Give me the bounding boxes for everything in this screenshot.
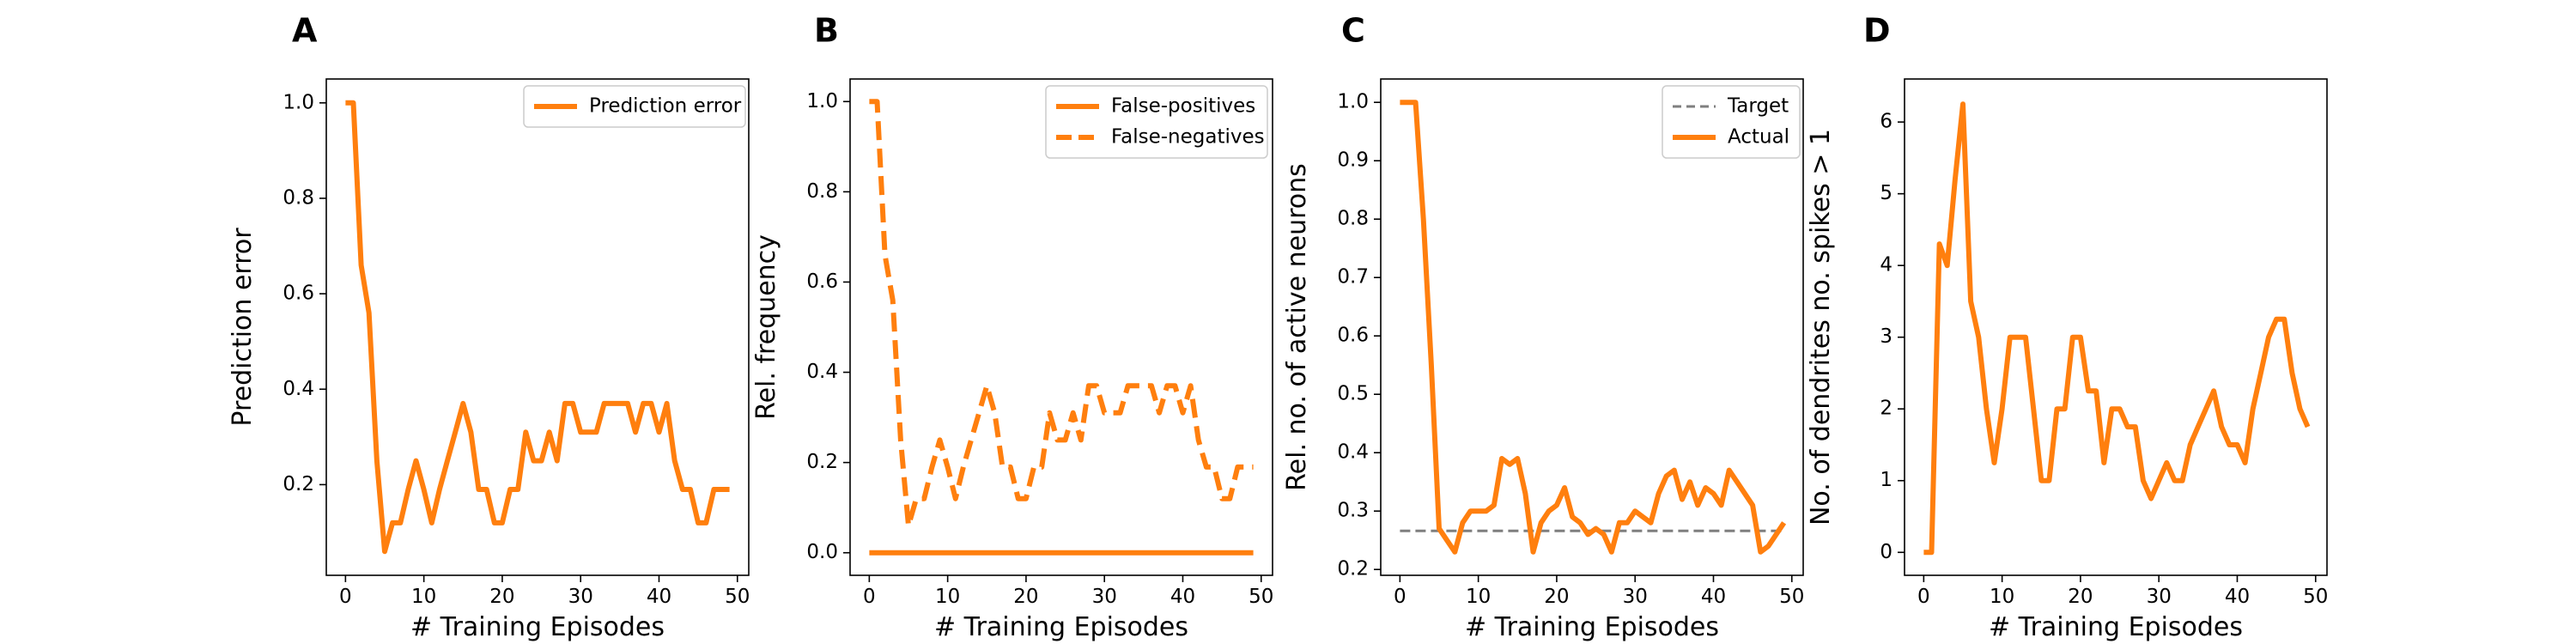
chart-b-legend-label: False-positives	[1111, 95, 1255, 118]
chart-c-xtick-label: 30	[1623, 586, 1648, 608]
chart-c-ytick-label: 0.8	[1337, 208, 1369, 230]
chart-b-xlabel: # Training Episodes	[934, 612, 1188, 642]
chart-b-ytick-label: 0.8	[806, 180, 838, 203]
chart-c-legend-label: Target	[1727, 95, 1789, 118]
chart-a-xlabel: # Training Episodes	[410, 612, 665, 642]
chart-a-legend-label: Prediction error	[589, 95, 742, 118]
chart-b-panel-letter: B	[814, 12, 839, 50]
chart-a-series-prediction-error	[345, 100, 730, 555]
chart-d-xtick-label: 20	[2068, 586, 2093, 608]
chart-c-ytick-label: 1.0	[1337, 91, 1369, 113]
chart-d-ylabel: No. of dendrites no. spikes > 1	[1806, 129, 1836, 526]
chart-c-xtick-label: 0	[1394, 586, 1406, 608]
chart-c-ytick-label: 0.9	[1337, 149, 1369, 172]
chart-d-ytick-label: 6	[1880, 111, 1893, 133]
chart-d-xlabel: # Training Episodes	[1989, 612, 2243, 642]
chart-a-xtick-label: 40	[647, 586, 671, 608]
chart-c-xtick-label: 50	[1779, 586, 1804, 608]
chart-c-xlabel: # Training Episodes	[1465, 612, 1719, 642]
chart-c-ylabel: Rel. no. of active neurons	[1282, 163, 1312, 491]
chart-b-xtick-label: 0	[863, 586, 876, 608]
chart-d-series-line	[1923, 101, 2311, 556]
chart-a-ylabel: Prediction error	[228, 228, 258, 427]
chart-c-ytick-label: 0.4	[1337, 441, 1369, 464]
chart-a-xtick-label: 50	[725, 586, 750, 608]
chart-c-ytick-label: 0.2	[1337, 558, 1369, 580]
chart-a-panel-letter: A	[292, 12, 318, 50]
chart-a-xtick-label: 10	[411, 586, 436, 608]
chart-d-ytick-label: 2	[1880, 398, 1893, 420]
chart-b-legend-label: False-negatives	[1111, 126, 1265, 149]
chart-a-xtick-label: 20	[489, 586, 514, 608]
chart-b-legend-box	[1045, 85, 1268, 159]
chart-b-ytick-label: 1.0	[806, 90, 838, 112]
chart-d-ytick-label: 0	[1880, 541, 1893, 563]
chart-b-ytick-label: 0.6	[806, 270, 838, 293]
chart-a-frame	[325, 78, 750, 576]
chart-b-ytick-label: 0.0	[806, 541, 838, 563]
chart-a-ytick-label: 1.0	[283, 91, 314, 113]
chart-c-xtick-label: 20	[1544, 586, 1569, 608]
chart-c-frame	[1380, 78, 1804, 576]
chart-b-xtick-label: 50	[1249, 586, 1273, 608]
chart-b-legend: False-positives False-negatives	[1045, 85, 1268, 159]
chart-d-ytick-label: 3	[1880, 325, 1893, 348]
chart-c-ytick-label: 0.7	[1337, 266, 1369, 289]
chart-a-ytick-label: 0.6	[283, 283, 314, 305]
chart-c-legend: Target Actual	[1662, 85, 1801, 159]
chart-a-ytick-label: 0.4	[283, 378, 314, 400]
chart-c-xtick-label: 10	[1466, 586, 1491, 608]
chart-b-ytick-label: 0.2	[806, 451, 838, 473]
chart-c-xtick-label: 40	[1701, 586, 1726, 608]
chart-b-ytick-label: 0.4	[806, 361, 838, 383]
chart-c-legend-label: Actual	[1728, 126, 1789, 149]
chart-a-xtick-label: 0	[339, 586, 352, 608]
chart-a-legend: Prediction error	[523, 85, 746, 128]
chart-d-xtick-label: 30	[2147, 586, 2172, 608]
chart-d-ytick-label: 4	[1880, 254, 1893, 276]
chart-b-xtick-label: 20	[1013, 586, 1038, 608]
chart-d-ytick-label: 1	[1880, 469, 1893, 491]
chart-c-ytick-label: 0.5	[1337, 383, 1369, 405]
chart-c-panel-letter: C	[1341, 12, 1365, 50]
chart-c: C 0 10 20 30 40 50 0.2 0.3 0.4 0.5 0.6 0.7 0.8 0.9 1.0 #…	[1282, 12, 1804, 643]
chart-a-xtick-label: 30	[568, 586, 593, 608]
chart-c-ytick-label: 0.6	[1337, 325, 1369, 347]
chart-d-xtick-label: 40	[2225, 586, 2250, 608]
chart-b-xtick-label: 10	[935, 586, 960, 608]
chart-a-ytick-label: 0.8	[283, 186, 314, 209]
chart-b-xtick-label: 40	[1170, 586, 1195, 608]
chart-a-legend-box	[523, 85, 746, 128]
chart-b-series-false-negatives	[869, 99, 1254, 529]
chart-d-xtick-label: 0	[1917, 586, 1930, 608]
chart-a-ytick-label: 0.2	[283, 473, 314, 495]
chart-b: B 0 10 20 30 40 50 0.0 0.2 0.4 0.6 0.8 1.0 # Training…	[751, 12, 1273, 643]
chart-c-ytick-label: 0.3	[1337, 500, 1369, 522]
chart-d-panel-letter: D	[1863, 12, 1891, 50]
chart-d: D 0 10 20 30 40 50 0 1 2 3 4 5 6 # Training Episodes No…	[1806, 12, 2328, 643]
chart-d-xtick-label: 10	[1990, 586, 2014, 608]
chart-c-series-actual	[1400, 100, 1787, 555]
chart-d-frame	[1904, 78, 2328, 576]
chart-d-xtick-label: 50	[2303, 586, 2328, 608]
chart-b-ylabel: Rel. frequency	[751, 234, 781, 420]
chart-b-xtick-label: 30	[1092, 586, 1117, 608]
chart-a: A 0 10 20 30 40 50 0.2 0.4 0.6 0.8 1.0 # Training Ep…	[228, 12, 750, 643]
chart-d-ytick-label: 5	[1880, 182, 1893, 204]
chart-b-frame	[849, 78, 1273, 576]
